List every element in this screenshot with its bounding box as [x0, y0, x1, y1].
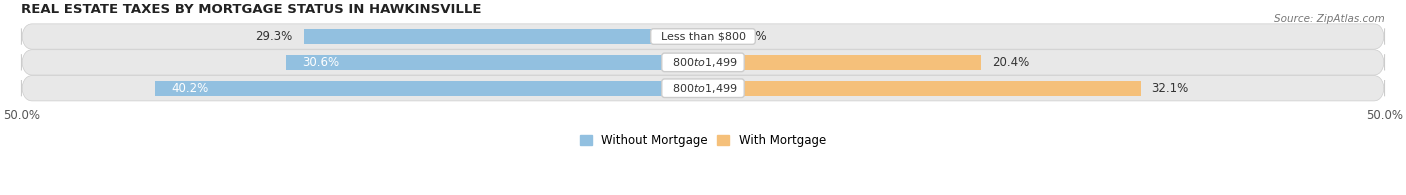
- FancyBboxPatch shape: [21, 50, 1385, 75]
- Bar: [703, 55, 981, 70]
- Text: 40.2%: 40.2%: [172, 82, 208, 95]
- Legend: Without Mortgage, With Mortgage: Without Mortgage, With Mortgage: [575, 129, 831, 152]
- Text: Less than $800: Less than $800: [654, 32, 752, 42]
- Text: 20.4%: 20.4%: [993, 56, 1029, 69]
- Text: $800 to $1,499: $800 to $1,499: [665, 82, 741, 95]
- Text: 32.1%: 32.1%: [1152, 82, 1189, 95]
- Bar: [703, 81, 1140, 96]
- Bar: [155, 81, 703, 96]
- Bar: [285, 55, 703, 70]
- Text: 0.0%: 0.0%: [737, 30, 766, 43]
- Text: 29.3%: 29.3%: [256, 30, 292, 43]
- Text: REAL ESTATE TAXES BY MORTGAGE STATUS IN HAWKINSVILLE: REAL ESTATE TAXES BY MORTGAGE STATUS IN …: [21, 3, 482, 16]
- Text: Source: ZipAtlas.com: Source: ZipAtlas.com: [1274, 14, 1385, 24]
- Bar: [304, 29, 703, 44]
- Text: 30.6%: 30.6%: [302, 56, 339, 69]
- FancyBboxPatch shape: [21, 75, 1385, 101]
- Text: $800 to $1,499: $800 to $1,499: [665, 56, 741, 69]
- FancyBboxPatch shape: [21, 24, 1385, 49]
